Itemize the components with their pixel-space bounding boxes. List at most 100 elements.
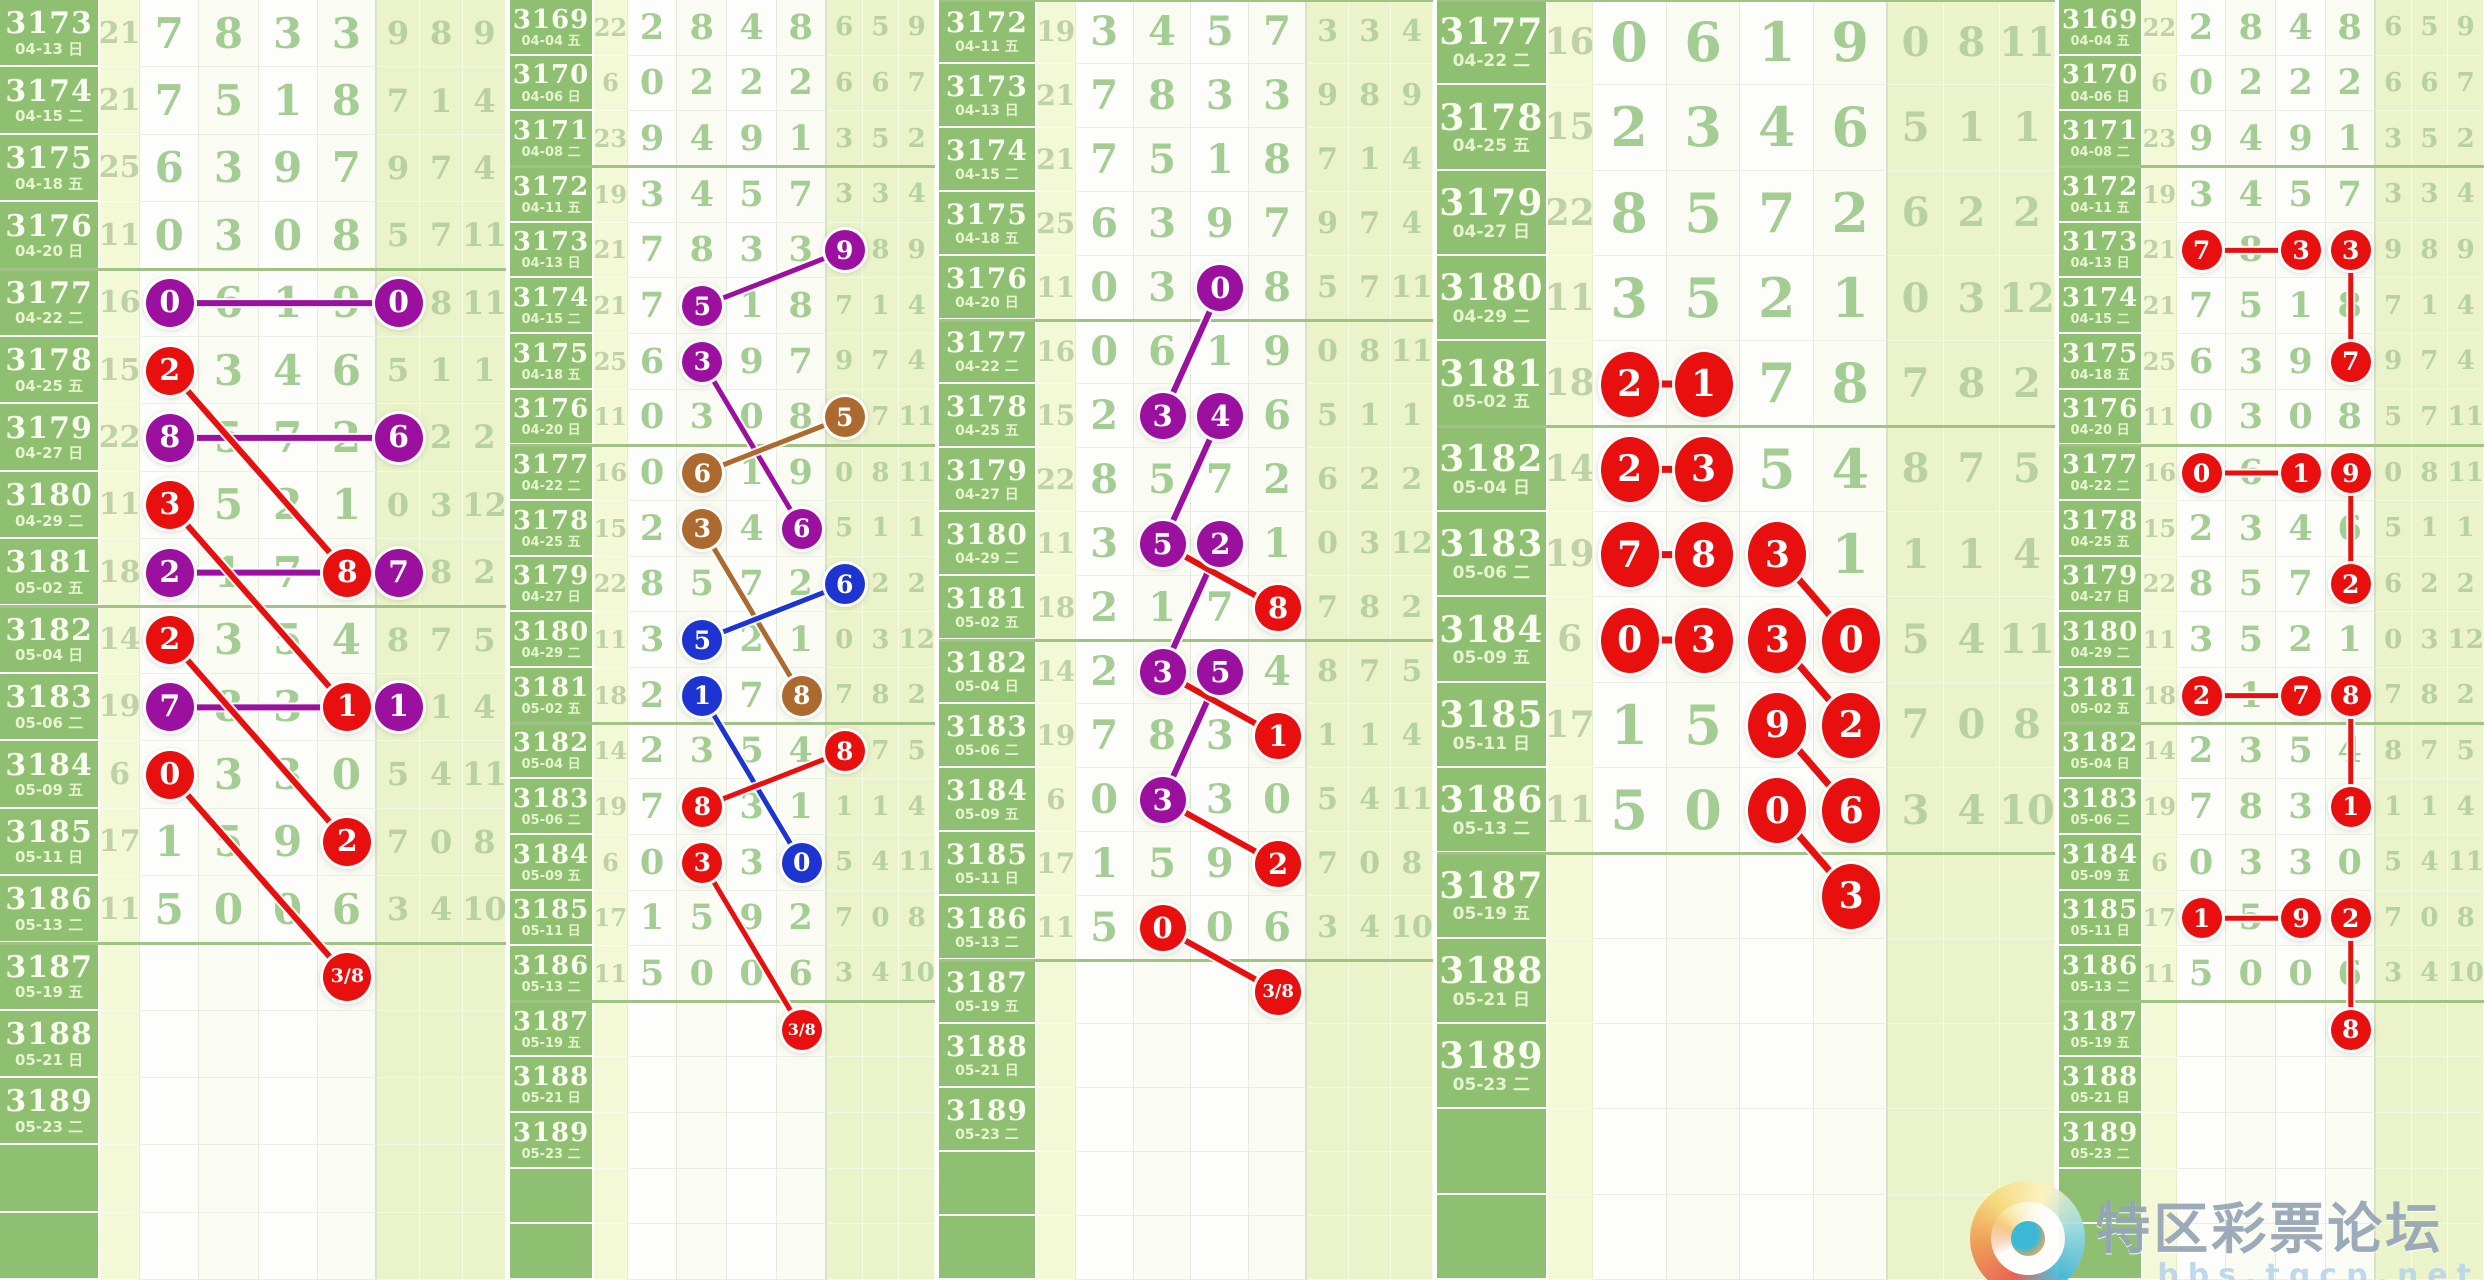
sum-cell: 17 — [1547, 682, 1593, 768]
tail-cell-t3: 9 — [899, 222, 936, 279]
draw-date: 04-27 日 — [14, 444, 84, 463]
digit-cell-d3 — [258, 1078, 318, 1146]
issue-cell: 3176 04-20 日 — [2059, 389, 2144, 446]
tail-cell-t3: 11 — [463, 269, 507, 337]
tail-cell-t2: 3 — [420, 471, 464, 539]
issue-cell: 3175 04-18 五 — [939, 192, 1037, 256]
tail-cell-t3 — [463, 1078, 507, 1146]
tail-cell-t1 — [2375, 1224, 2412, 1280]
digit-cell-d3: 7 — [727, 667, 777, 724]
digit-cell-d3: 0 — [1191, 896, 1250, 960]
digit-cell-d2 — [677, 1168, 728, 1225]
digit-cell-d3: 9 — [727, 890, 777, 947]
digit-cell-d2 — [1666, 1194, 1741, 1280]
tail-cell-t1: 6 — [2375, 55, 2412, 112]
tail-cell-t1 — [1307, 1152, 1350, 1216]
digit-cell-d2 — [677, 1224, 728, 1280]
swirl-icon — [2010, 1221, 2046, 1256]
digit-cell-d4 — [1814, 1194, 1889, 1280]
tail-cell-t3 — [1999, 938, 2055, 1024]
tail-cell-t1: 0 — [826, 445, 863, 501]
tail-cell-t2: 4 — [1349, 896, 1392, 960]
digit-cell-d2 — [1666, 938, 1741, 1024]
tail-cell-t2: 1 — [2411, 500, 2449, 557]
digit-cell-d1: 2 — [627, 667, 678, 724]
digit-cell-d1: 7 — [140, 0, 200, 68]
sum-cell: 23 — [594, 111, 628, 167]
tail-cell-t2 — [862, 1168, 900, 1225]
draw-date: 05-11 日 — [521, 924, 581, 940]
digit-cell-d3: 0 — [727, 946, 777, 1002]
tail-cell-t2: 2 — [420, 404, 464, 472]
digit-cell-d2 — [2226, 1224, 2277, 1280]
issue-number: 3175 — [2061, 338, 2139, 369]
digit-cell-d1: 3 — [1592, 255, 1667, 342]
tail-cell-t3: 11 — [2448, 445, 2484, 501]
digit-cell-d4: 2 — [1814, 170, 1889, 256]
draw-date: 04-08 二 — [521, 145, 581, 161]
issue-cell: 3181 05-02 五 — [1437, 341, 1548, 427]
sum-cell: 15 — [594, 500, 628, 557]
tail-cell-t3: 2 — [463, 404, 507, 472]
digit-cell-d4 — [2325, 1168, 2376, 1225]
issue-number: 3176 — [945, 262, 1028, 296]
tail-cell-t1: 9 — [2375, 222, 2412, 279]
digit-cell-d4: 8 — [1249, 256, 1307, 320]
digit-cell-d3: 5 — [727, 723, 777, 780]
digit-cell-d2: 0 — [677, 946, 728, 1002]
mark-circle-purple: 5 — [1139, 521, 1186, 567]
tail-cell-t3: 4 — [1391, 192, 1434, 256]
issue-cell: 3175 04-18 五 — [510, 333, 595, 390]
tail-cell-t3: 9 — [463, 0, 507, 68]
digit-cell-d4 — [776, 1168, 827, 1225]
digit-cell-d2: 8 — [1133, 704, 1192, 768]
digit-cell-d4 — [1814, 1023, 1889, 1110]
tail-cell-t1: 5 — [2375, 834, 2412, 891]
digit-cell-d2: 1 — [199, 539, 259, 607]
digit-cell-d2: 2 — [677, 55, 728, 112]
digit-cell-d3 — [1740, 1023, 1815, 1110]
digit-cell-d4: 1 — [776, 111, 827, 167]
mark-circle-red: 3 — [682, 842, 723, 883]
digit-cell-d4: 0 — [1249, 768, 1307, 832]
tail-cell-t1 — [2375, 1113, 2412, 1169]
digit-cell-d2 — [2226, 1057, 2277, 1114]
mark-circle-red: 9 — [2281, 898, 2322, 939]
issue-cell: 3174 04-15 二 — [2059, 278, 2144, 334]
tail-cell-t3: 4 — [2448, 166, 2484, 223]
tail-cell-t3: 2 — [1999, 341, 2055, 427]
tail-cell-t1: 0 — [2375, 445, 2412, 501]
tail-cell-t1: 0 — [1307, 512, 1350, 576]
digit-cell-d4: 7 — [776, 333, 827, 390]
tail-cell-t2: 1 — [2411, 278, 2449, 334]
tail-cell-t2: 2 — [862, 556, 900, 613]
sum-cell: 18 — [1547, 341, 1593, 427]
digit-cell-d3 — [727, 1224, 777, 1280]
issue-number: 3178 — [1439, 96, 1544, 139]
digit-cell-d4: 8 — [2325, 278, 2376, 334]
issue-cell: 3177 04-22 二 — [1437, 0, 1548, 86]
digit-cell-d2 — [1666, 853, 1741, 939]
sum-cell: 15 — [1547, 85, 1593, 171]
mark-circle-red: 1 — [2281, 453, 2322, 494]
tail-cell-t3 — [2448, 1113, 2484, 1169]
draw-row-3188: 3188 05-21 日 — [2059, 1057, 2484, 1114]
issue-cell: 3172 04-11 五 — [510, 166, 595, 223]
digit-cell-d4 — [1249, 1024, 1307, 1088]
tail-cell-t3: 2 — [899, 667, 936, 724]
digit-cell-d2: 0 — [199, 875, 259, 944]
tail-cell-t3: 5 — [2448, 723, 2484, 780]
tail-cell-t3: 11 — [1391, 320, 1434, 384]
digit-cell-d3 — [2276, 1057, 2326, 1114]
digit-cell-d2: 3 — [1666, 85, 1741, 171]
issue-cell: 3176 04-20 日 — [939, 256, 1037, 320]
tail-cell-t1: 5 — [2375, 500, 2412, 557]
digit-cell-d1 — [2176, 1113, 2227, 1169]
mark-circle-purple: 3 — [1139, 777, 1186, 823]
